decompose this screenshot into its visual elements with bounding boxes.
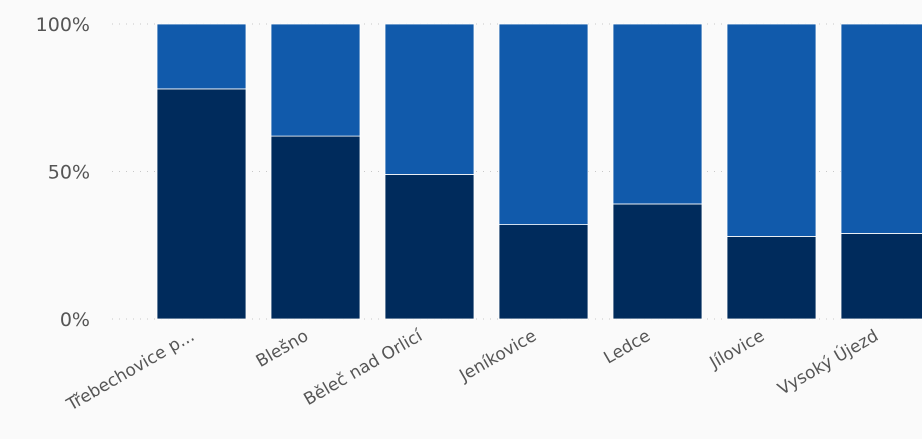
y-axis: 0% 50% 100%: [36, 14, 90, 331]
x-category-label: Ledce: [600, 326, 654, 368]
x-category-label: Blešno: [253, 326, 312, 372]
x-category-label: Jílovice: [706, 326, 768, 374]
bars: [156, 23, 922, 320]
x-category-label: Vysoký Újezd: [774, 324, 882, 399]
bar-segment-upper[interactable]: [384, 23, 475, 175]
bar-segment-upper[interactable]: [270, 23, 361, 137]
bar-segment-lower[interactable]: [840, 233, 922, 320]
bar-segment-lower[interactable]: [726, 235, 817, 320]
bar-segment-lower[interactable]: [498, 224, 589, 320]
bar-segment-upper[interactable]: [156, 23, 247, 90]
x-category-label: Jeníkovice: [455, 326, 540, 386]
y-tick-label: 100%: [36, 14, 90, 36]
y-tick-label: 0%: [60, 309, 90, 331]
bar-segment-lower[interactable]: [156, 88, 247, 320]
bar-segment-lower[interactable]: [384, 174, 475, 320]
bar-segment-lower[interactable]: [270, 135, 361, 320]
bar-segment-upper[interactable]: [726, 23, 817, 237]
x-category-label: Třebechovice p...: [63, 326, 198, 416]
y-tick-label: 50%: [48, 162, 90, 184]
x-category-label: Běleč nad Orlicí: [301, 325, 428, 410]
bar-segment-lower[interactable]: [612, 203, 703, 320]
bar-segment-upper[interactable]: [498, 23, 589, 226]
bar-segment-upper[interactable]: [612, 23, 703, 205]
bar-segment-upper[interactable]: [840, 23, 922, 234]
